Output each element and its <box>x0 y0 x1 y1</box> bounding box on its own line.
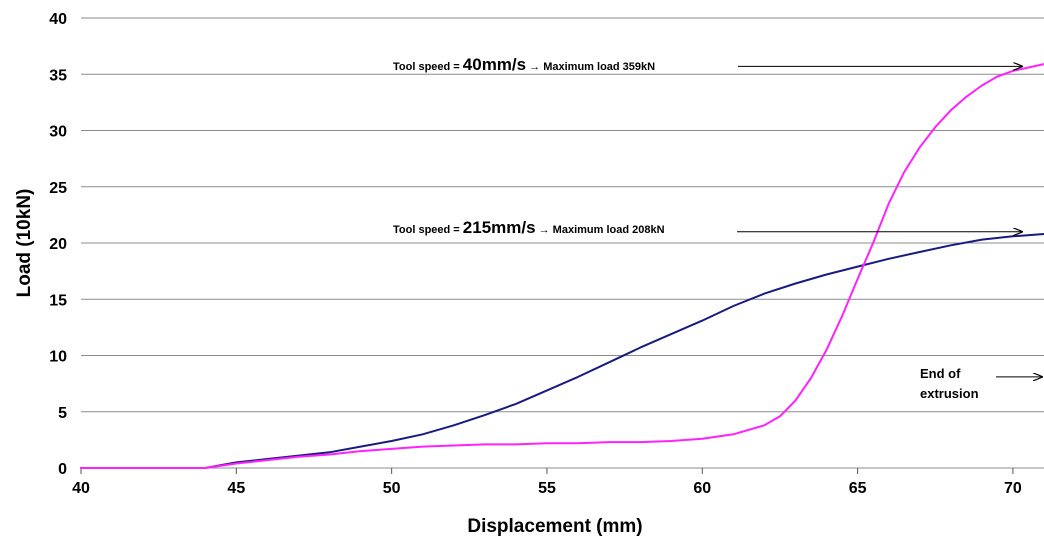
series-line-tool-speed-40 <box>80 63 1044 469</box>
y-tick-label-5: 5 <box>58 405 67 422</box>
y-tick-label-40: 40 <box>49 11 67 28</box>
x-tick-label-65: 65 <box>849 480 867 497</box>
y-tick-label-15: 15 <box>49 292 67 309</box>
annotation-ann40: Tool speed = 40mm/s → Maximum load 359kN <box>393 55 655 74</box>
annotation-suffix: → Maximum load 208kN <box>536 224 665 236</box>
y-tick-label-30: 30 <box>49 124 67 141</box>
annotation-speed: 40mm/s <box>463 55 526 74</box>
y-tick-label-35: 35 <box>49 67 67 84</box>
annotation-speed: 215mm/s <box>463 218 536 237</box>
x-tick-label-50: 50 <box>383 480 401 497</box>
y-tick-label-10: 10 <box>49 349 67 366</box>
x-tick-label-45: 45 <box>227 480 245 497</box>
x-tick-label-40: 40 <box>72 480 90 497</box>
y-tick-label-20: 20 <box>49 236 67 253</box>
annotation-end-line2: extrusion <box>920 386 979 401</box>
annotation-suffix: → Maximum load 359kN <box>526 61 655 73</box>
gridlines <box>81 17 1044 469</box>
axes: 0 5 10 15 20 25 30 35 40 40 45 50 55 60 65 70 <box>49 11 1044 497</box>
y-tick-label-25: 25 <box>49 180 67 197</box>
x-tick-label-60: 60 <box>693 480 711 497</box>
x-tick-label-70: 70 <box>1004 480 1022 497</box>
annotation-prefix: Tool speed = <box>393 224 463 236</box>
annotation-prefix: Tool speed = <box>393 61 463 73</box>
annotations: Tool speed = 40mm/s → Maximum load 359kN… <box>393 55 1042 401</box>
x-axis-title: Displacement (mm) <box>467 516 642 537</box>
series-lines <box>80 63 1044 469</box>
annotation-end-line1: End of <box>920 366 961 381</box>
y-tick-label-0: 0 <box>58 461 67 478</box>
series-line-tool-speed-215 <box>80 233 1044 469</box>
annotation-ann215: Tool speed = 215mm/s → Maximum load 208k… <box>393 218 665 237</box>
y-axis-title: Load (10kN) <box>14 189 35 298</box>
x-tick-label-55: 55 <box>538 480 556 497</box>
